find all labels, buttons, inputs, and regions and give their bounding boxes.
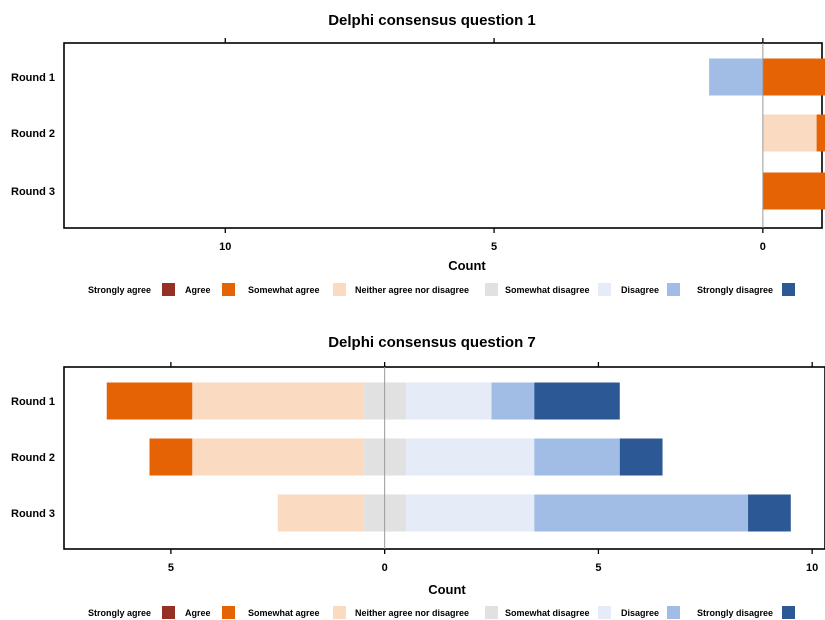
- bar-segment: [762, 172, 825, 210]
- chart-title: Delphi consensus question 1: [328, 12, 536, 29]
- bar-segment: [277, 494, 364, 532]
- x-axis-title: Count: [428, 582, 466, 597]
- bar-segment: [748, 494, 791, 532]
- legend-label: Disagree: [621, 285, 659, 295]
- bar-segment: [406, 382, 492, 420]
- legend-swatch: [485, 283, 498, 296]
- legend-swatch: [485, 606, 498, 619]
- category-label: Round 3: [11, 508, 55, 520]
- tick-label: 10: [806, 562, 818, 574]
- legend: Strongly agree Agree Somewhat agree Neither…: [88, 606, 795, 619]
- legend-swatch: [333, 606, 346, 619]
- chart-panel-2: Delphi consensus question 7 Round 1 Round …: [11, 334, 825, 619]
- bar-segment: [406, 494, 535, 532]
- tick-label: 10: [219, 241, 231, 253]
- legend-swatch: [162, 283, 175, 296]
- x-axis-title: Count: [448, 258, 486, 273]
- legend-swatch: [222, 606, 235, 619]
- legend-swatch: [667, 283, 680, 296]
- legend-swatch: [598, 283, 611, 296]
- legend-label: Somewhat disagree: [505, 285, 590, 295]
- bar-segment: [406, 438, 535, 476]
- bar-segment: [534, 494, 749, 532]
- legend-swatch: [333, 283, 346, 296]
- legend-swatch: [162, 606, 175, 619]
- legend-label: Neither agree nor disagree: [355, 285, 469, 295]
- legend-label: Disagree: [621, 608, 659, 618]
- tick-label: 0: [382, 562, 388, 574]
- legend-swatch: [667, 606, 680, 619]
- tick-label: 5: [491, 241, 497, 253]
- legend: Strongly agree Agree Somewhat agree Neither…: [88, 283, 795, 296]
- legend-label: Neither agree nor disagree: [355, 608, 469, 618]
- bar-segment: [762, 114, 817, 152]
- legend-label: Somewhat agree: [248, 608, 320, 618]
- legend-label: Strongly disagree: [697, 608, 773, 618]
- category-label: Round 2: [11, 452, 55, 464]
- legend-label: Agree: [185, 608, 211, 618]
- legend-label: Somewhat agree: [248, 285, 320, 295]
- bar-segment: [762, 58, 825, 96]
- category-label: Round 2: [11, 128, 55, 140]
- bar-segment: [709, 58, 763, 96]
- bar-segment: [534, 382, 620, 420]
- legend-label: Strongly agree: [88, 285, 151, 295]
- legend-swatch: [782, 283, 795, 296]
- category-label: Round 3: [11, 186, 55, 198]
- legend-label: Strongly agree: [88, 608, 151, 618]
- bar-segment: [192, 382, 364, 420]
- bar-segment: [149, 438, 193, 476]
- bar-segment: [491, 382, 535, 420]
- bar-segment: [816, 114, 825, 152]
- bar-segment: [619, 438, 663, 476]
- tick-label: 5: [595, 562, 601, 574]
- bar-segment: [106, 382, 193, 420]
- legend-swatch: [782, 606, 795, 619]
- legend-label: Somewhat disagree: [505, 608, 590, 618]
- chart-title: Delphi consensus question 7: [328, 334, 536, 351]
- bar-segment: [534, 438, 620, 476]
- chart-panel-1: Delphi consensus question 1 Round 1 Round …: [11, 12, 825, 296]
- plot-frame: [63, 42, 823, 229]
- bar-segment: [192, 438, 364, 476]
- legend-label: Strongly disagree: [697, 285, 773, 295]
- category-label: Round 1: [11, 72, 55, 84]
- tick-label: 5: [168, 562, 174, 574]
- plot-frame: [63, 366, 825, 550]
- category-label: Round 1: [11, 396, 55, 408]
- legend-label: Agree: [185, 285, 211, 295]
- tick-label: 0: [760, 241, 766, 253]
- legend-swatch: [222, 283, 235, 296]
- legend-swatch: [598, 606, 611, 619]
